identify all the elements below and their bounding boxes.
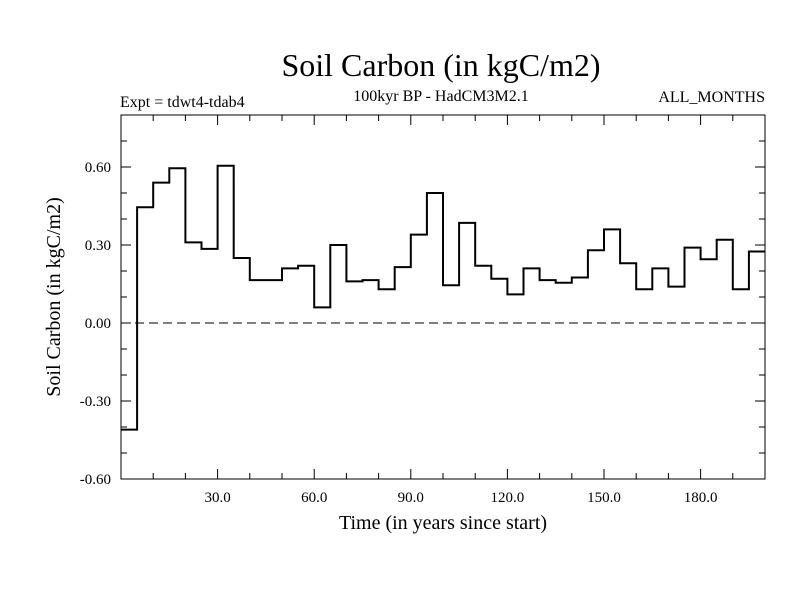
months-label: ALL_MONTHS: [658, 89, 765, 106]
x-tick-labels: 30.0 60.0 90.0 120.0 150.0 180.0: [204, 490, 717, 506]
x-tick-label: 120.0: [491, 490, 525, 506]
x-tick-label: 180.0: [684, 490, 718, 506]
y-tick-label: -0.30: [80, 394, 111, 410]
y-tick-labels: -0.60 -0.30 0.00 0.30 0.60: [80, 160, 111, 488]
x-tick-label: 90.0: [398, 490, 424, 506]
y-axis-label: Soil Carbon (in kgC/m2): [43, 197, 65, 396]
chart-title: Soil Carbon (in kgC/m2): [281, 47, 600, 83]
y-tick-label: 0.30: [85, 238, 111, 254]
x-axis-label: Time (in years since start): [339, 512, 547, 534]
y-tick-label: 0.00: [85, 316, 111, 332]
axis-ticks: [121, 115, 765, 479]
y-tick-label: -0.60: [80, 472, 111, 488]
experiment-label: Expt = tdwt4-tdab4: [120, 94, 245, 111]
series-step-line: [121, 164, 765, 431]
x-tick-label: 150.0: [587, 490, 621, 506]
chart-subtitle: 100kyr BP - HadCM3M2.1: [353, 88, 528, 105]
y-tick-label: 0.60: [85, 160, 111, 176]
x-tick-label: 30.0: [204, 490, 230, 506]
x-tick-label: 60.0: [301, 490, 327, 506]
